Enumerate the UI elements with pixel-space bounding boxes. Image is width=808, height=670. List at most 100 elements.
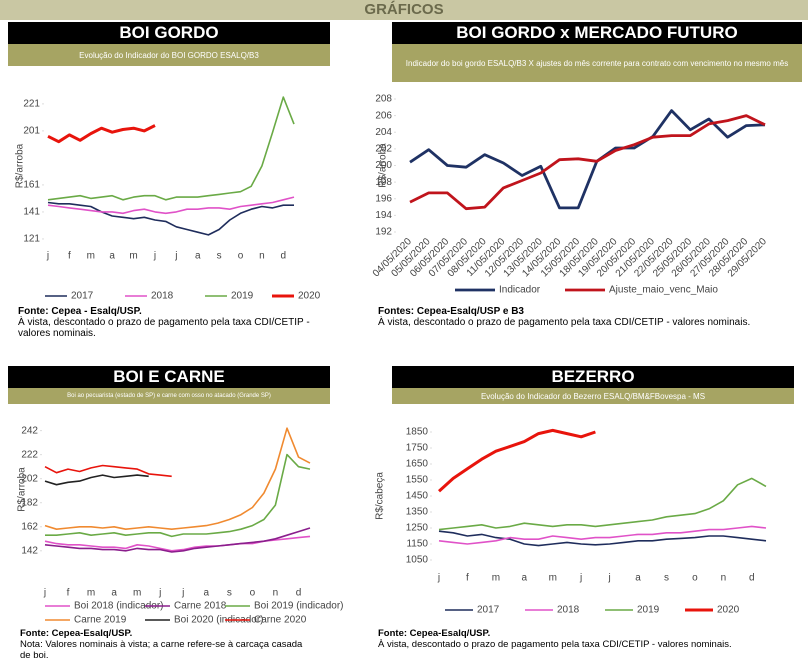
y-axis-label: R$/arroba [15,143,26,188]
x-tick-label: j [46,251,49,262]
series-line [47,196,295,215]
legend-label: 2017 [71,291,94,302]
x-tick-label: j [607,573,610,584]
x-tick-label: j [579,573,582,584]
series-line [438,525,767,545]
x-tick-label: o [250,588,256,599]
source-title: Fontes: Cepea-Esalq/USP e B3 [378,306,524,317]
y-axis-label: R$/cabeça [375,472,386,520]
y-tick-label: 206 [375,110,392,121]
source-title: Fonte: Cepea - Esalq/USP. [18,306,142,317]
x-tick-label: n [721,573,727,584]
series-line [437,428,596,493]
y-axis-label: R$/arroba [378,143,389,188]
x-tick-label: m [549,573,557,584]
x-tick-label: a [635,573,641,584]
y-tick-label: 141 [23,207,40,218]
legend-label: 2019 [637,605,660,616]
series-line [44,527,311,553]
panel-title: BOI E CARNE [8,366,330,388]
y-tick-label: 198 [375,177,392,188]
note: Nota: Valores nominais à vista; a carne … [20,639,303,661]
series-line [409,109,766,210]
y-tick-label: 200 [375,160,392,171]
x-tick-label: j [181,588,184,599]
x-tick-label: s [664,573,669,584]
legend-label: 2020 [717,605,740,616]
y-axis-label: R$/arroba [17,467,28,512]
x-tick-label: a [111,588,117,599]
note: À vista, descontado o prazo de pagamento… [18,317,310,339]
x-tick-label: f [68,251,71,262]
y-tick-label: 242 [21,425,38,436]
x-tick-label: f [67,588,70,599]
x-tick-label: m [129,251,137,262]
y-tick-label: 202 [21,473,38,484]
legend-label: 2019 [231,291,254,302]
source: Fonte: Cepea-Esalq/USP. À vista, desconta… [378,628,798,650]
x-tick-label: d [296,588,302,599]
x-tick-label: n [273,588,279,599]
source: Fonte: Cepea-Esalq/USP. Nota: Valores nom… [20,628,310,661]
series-line [438,477,767,531]
legend-label: 2018 [151,291,174,302]
x-tick-label: d [281,251,287,262]
x-tick-label: d [749,573,755,584]
y-tick-label: 204 [375,127,392,138]
legend-label: Carne 2018 [174,601,227,612]
y-tick-label: 182 [21,497,38,508]
y-tick-label: 221 [23,99,40,110]
legend-label: Boi 2018 (indicador) [74,601,164,612]
y-tick-label: 1450 [406,491,429,502]
y-tick-label: 1050 [406,555,429,566]
legend-label: Boi 2020 (indicador) [174,615,264,626]
y-tick-label: 1350 [406,507,429,518]
y-tick-label: 1150 [406,539,428,550]
x-tick-label: a [109,251,115,262]
panel-subtitle: Evolução do Indicador do Bezerro ESALQ/B… [392,388,794,404]
series-line [47,124,156,144]
legend-label: 2020 [298,291,321,302]
panel-subtitle: Boi ao pecuarista (estado de SP) e carne… [8,388,330,404]
legend-label: 2017 [477,605,500,616]
x-tick-label: m [133,588,141,599]
source: Fontes: Cepea-Esalq/USP e B3 À vista, des… [378,306,798,328]
series-line [45,453,311,538]
y-tick-label: 208 [375,94,392,105]
y-tick-label: 161 [23,180,40,191]
y-tick-label: 162 [21,521,38,532]
y-tick-label: 1850 [406,427,429,438]
note: À vista, descontado o prazo de pagamento… [378,639,732,650]
legend-label: Carne 2020 [254,615,307,626]
y-tick-label: 202 [375,144,392,155]
x-tick-label: f [466,573,469,584]
source-title: Fonte: Cepea-Esalq/USP. [20,628,133,639]
x-tick-label: j [437,573,440,584]
x-tick-label: s [227,588,232,599]
x-tick-label: n [259,251,265,262]
x-tick-label: a [522,573,528,584]
x-tick-label: j [153,251,156,262]
x-tick-label: o [692,573,698,584]
y-tick-label: 1550 [406,475,429,486]
legend-label: Carne 2019 [74,615,127,626]
panel-title: BEZERRO [392,366,794,388]
legend-label: 2018 [557,605,580,616]
panel-title: BOI GORDO [8,22,330,44]
x-tick-label: j [174,251,177,262]
source-title: Fonte: Cepea-Esalq/USP. [378,628,491,639]
panel-subtitle: Evolução do Indicador do BOI GORDO ESALQ… [8,44,330,66]
y-tick-label: 142 [21,545,38,556]
x-tick-label: j [43,588,46,599]
x-tick-label: m [87,251,95,262]
y-tick-label: 194 [375,210,392,221]
y-tick-label: 121 [23,234,40,245]
y-tick-label: 1650 [406,459,429,470]
legend-label: Boi 2019 (indicador) [254,601,344,612]
header: GRÁFICOS [0,0,808,20]
x-tick-label: a [195,251,201,262]
panel-subtitle: Indicador do boi gordo ESALQ/B3 X ajuste… [392,44,802,82]
series-line [47,201,294,236]
